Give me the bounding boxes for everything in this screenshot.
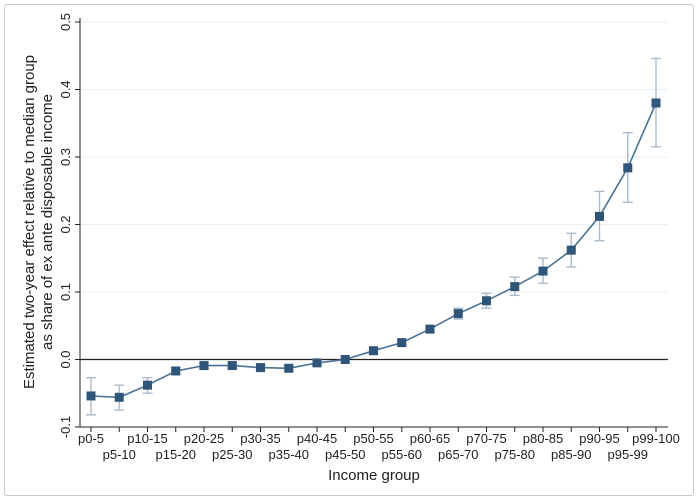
y-tick-label: 0.1 — [58, 283, 73, 301]
marker-p15-20 — [171, 366, 181, 376]
marker-p65-70 — [453, 309, 463, 319]
marker-p40-45 — [312, 358, 322, 368]
error-bars — [86, 57, 661, 416]
x-tick-label: p99-100 — [632, 431, 680, 446]
x-tick-label: p75-80 — [495, 447, 535, 462]
marker-p35-40 — [284, 363, 294, 373]
axes — [75, 18, 668, 432]
x-tick-label: p85-90 — [551, 447, 591, 462]
x-tick-label: p55-60 — [382, 447, 422, 462]
chart-frame — [4, 4, 694, 496]
x-tick-label: p10-15 — [127, 431, 167, 446]
marker-p30-35 — [256, 363, 265, 373]
marker-p20-25 — [199, 361, 209, 371]
marker-p85-90 — [566, 245, 576, 255]
marker-p75-80 — [510, 282, 520, 292]
x-tick-label: p65-70 — [438, 447, 478, 462]
x-tick-labels: p0-5p5-10p10-15p15-20p20-25p25-30p30-35p… — [78, 431, 680, 462]
y-tick-labels: -0.1 0.0 0.1 0.2 0.3 0.4 0.5 — [58, 13, 73, 438]
y-axis-label-line2: as share of ex ante disposable income — [39, 94, 56, 350]
x-tick-label: p70-75 — [466, 431, 506, 446]
x-tick-label: p25-30 — [212, 447, 252, 462]
y-tick-label: 0.0 — [58, 350, 73, 368]
x-axis-label: Income group — [328, 467, 420, 484]
data-markers — [86, 98, 661, 402]
x-tick-label: p0-5 — [78, 431, 104, 446]
marker-p50-55 — [369, 346, 378, 356]
x-tick-label: p20-25 — [184, 431, 224, 446]
marker-p95-99 — [623, 163, 633, 173]
y-tick-label: 0.2 — [58, 215, 73, 233]
y-axis-label-line1: Estimated two-year effect relative to me… — [21, 55, 38, 389]
marker-p5-10 — [114, 392, 124, 402]
x-tick-label: p95-99 — [608, 447, 648, 462]
x-tick-label: p5-10 — [103, 447, 136, 462]
x-tick-label: p80-85 — [523, 431, 563, 446]
marker-p0-5 — [86, 391, 96, 401]
gridlines — [80, 21, 668, 428]
marker-p90-95 — [595, 211, 604, 221]
x-tick-label: p50-55 — [353, 431, 393, 446]
marker-p25-30 — [227, 361, 237, 371]
x-tick-label: p90-95 — [579, 431, 619, 446]
y-tick-label: 0.4 — [58, 80, 73, 98]
marker-p80-85 — [538, 266, 548, 276]
x-tick-label: p15-20 — [156, 447, 196, 462]
x-tick-label: p35-40 — [269, 447, 309, 462]
marker-p45-50 — [340, 355, 350, 364]
x-tick-label: p40-45 — [297, 431, 337, 446]
y-tick-label: 0.3 — [58, 148, 73, 166]
x-tick-label: p30-35 — [240, 431, 280, 446]
marker-p55-60 — [397, 338, 407, 348]
y-tick-label: 0.5 — [58, 13, 73, 31]
x-tick-label: p60-65 — [410, 431, 450, 446]
marker-p10-15 — [143, 380, 152, 390]
marker-p70-75 — [482, 296, 491, 306]
marker-p99-100 — [651, 98, 661, 108]
y-tick-label: -0.1 — [58, 416, 73, 438]
marker-p60-65 — [425, 324, 435, 334]
x-tick-label: p45-50 — [325, 447, 365, 462]
